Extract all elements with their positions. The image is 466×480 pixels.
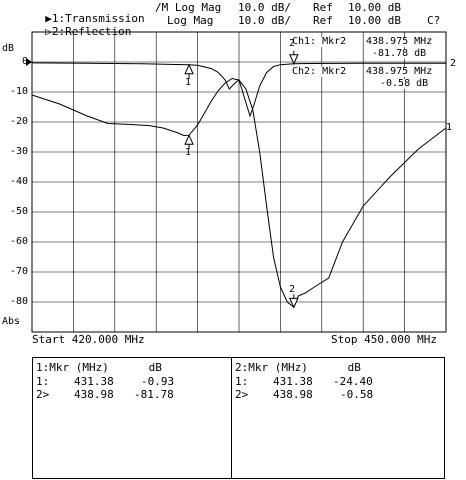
reference-arrow-icon	[26, 58, 32, 66]
marker-2-bottom-number: 2	[289, 284, 296, 295]
marker-1-bottom-number: 1	[185, 147, 192, 158]
ch2-table-row-2-db: -0.58	[340, 388, 374, 401]
ch2-table-row-1-id: 1:	[235, 375, 249, 388]
plot-frame	[31, 31, 447, 333]
markers	[184, 50, 299, 309]
ch2-mkr-value: -0.58 dB	[380, 78, 429, 89]
marker-2-top-number: 2	[289, 38, 296, 49]
grid	[32, 31, 446, 333]
status-flag: C?	[427, 14, 441, 27]
ch1-name: Transmission	[65, 12, 145, 25]
ch2-ref: 10.00 dB	[348, 14, 401, 27]
y-tick-label: -80	[9, 296, 28, 307]
y-tick-label: -10	[9, 86, 28, 97]
marker-1-top-number: 1	[185, 77, 192, 88]
ch1-format: /M Log Mag	[155, 1, 222, 14]
ch2-marker-table: 2:Mkr (MHz) dB 1: 431.38 -24.40 2> 438.9…	[231, 357, 445, 479]
ch2-table-row-2-id: 2>	[235, 388, 249, 401]
y-tick-label: -30	[9, 146, 28, 157]
ch2-format: Log Mag	[167, 14, 214, 27]
ch2-scale: 10.0 dB/	[238, 14, 291, 27]
trace-transmission	[31, 77, 447, 309]
traces	[31, 62, 447, 309]
ch2-mkr-freq: 438.975 MHz	[366, 66, 433, 77]
ch1-header: ▶1:Transmission	[32, 2, 145, 25]
trace-tag-2: 2	[450, 58, 457, 69]
start-frequency: Start 420.000 MHz	[32, 333, 145, 346]
ch1-ref-label: Ref	[313, 1, 333, 14]
ch1-table-row-1-freq: 431.38	[74, 375, 114, 388]
ch1-scale: 10.0 dB/	[238, 1, 291, 14]
marker-ch2-1-icon	[184, 133, 194, 150]
ch1-table-row-1-id: 1:	[36, 375, 50, 388]
y-tick-label: -20	[9, 116, 28, 127]
ch1-table-row-2-id: 2>	[36, 388, 50, 401]
ch1-mkr-label: Ch1: Mkr2	[292, 36, 347, 47]
ch2-table-row-1-db: -24.40	[333, 375, 373, 388]
stop-frequency: Stop 450.000 MHz	[331, 333, 437, 346]
marker-ch1-2-icon	[289, 294, 299, 309]
ch2-table-row-2-freq: 438.98	[273, 388, 313, 401]
y-tick-label: -70	[9, 266, 28, 277]
ch1-table-header: 1:Mkr (MHz) dB	[36, 361, 162, 374]
y-unit-label: dB	[2, 43, 15, 54]
marker-ch2-2-icon	[289, 50, 299, 65]
y-tick-label: 0	[21, 56, 28, 67]
ch2-mkr-label: Ch2: Mkr2	[292, 66, 347, 77]
ch2-table-header: 2:Mkr (MHz) dB	[235, 361, 361, 374]
marker-ch1-1-icon	[184, 63, 194, 79]
trace-reflection	[31, 62, 446, 118]
ch1-table-row-2-freq: 438.98	[74, 388, 114, 401]
ch1-table-row-2-db: -81.78	[134, 388, 174, 401]
abs-label: Abs	[2, 316, 21, 327]
ch2-table-row-1-freq: 431.38	[273, 375, 313, 388]
y-tick-label: -50	[9, 206, 28, 217]
ch1-table-row-1-db: -0.93	[141, 375, 175, 388]
ch1-mkr-value: -81.78 dB	[372, 48, 427, 59]
ch1-marker: ▶1:	[45, 12, 66, 25]
y-tick-label: -60	[9, 236, 28, 247]
ch1-ref: 10.00 dB	[348, 1, 401, 14]
y-tick-label: -40	[9, 176, 28, 187]
ch2-ref-label: Ref	[313, 14, 333, 27]
ch1-mkr-freq: 438.975 MHz	[366, 36, 433, 47]
trace-tag-1: 1	[446, 122, 453, 133]
ch1-marker-table: 1:Mkr (MHz) dB 1: 431.38 -0.93 2> 438.98…	[32, 357, 232, 479]
